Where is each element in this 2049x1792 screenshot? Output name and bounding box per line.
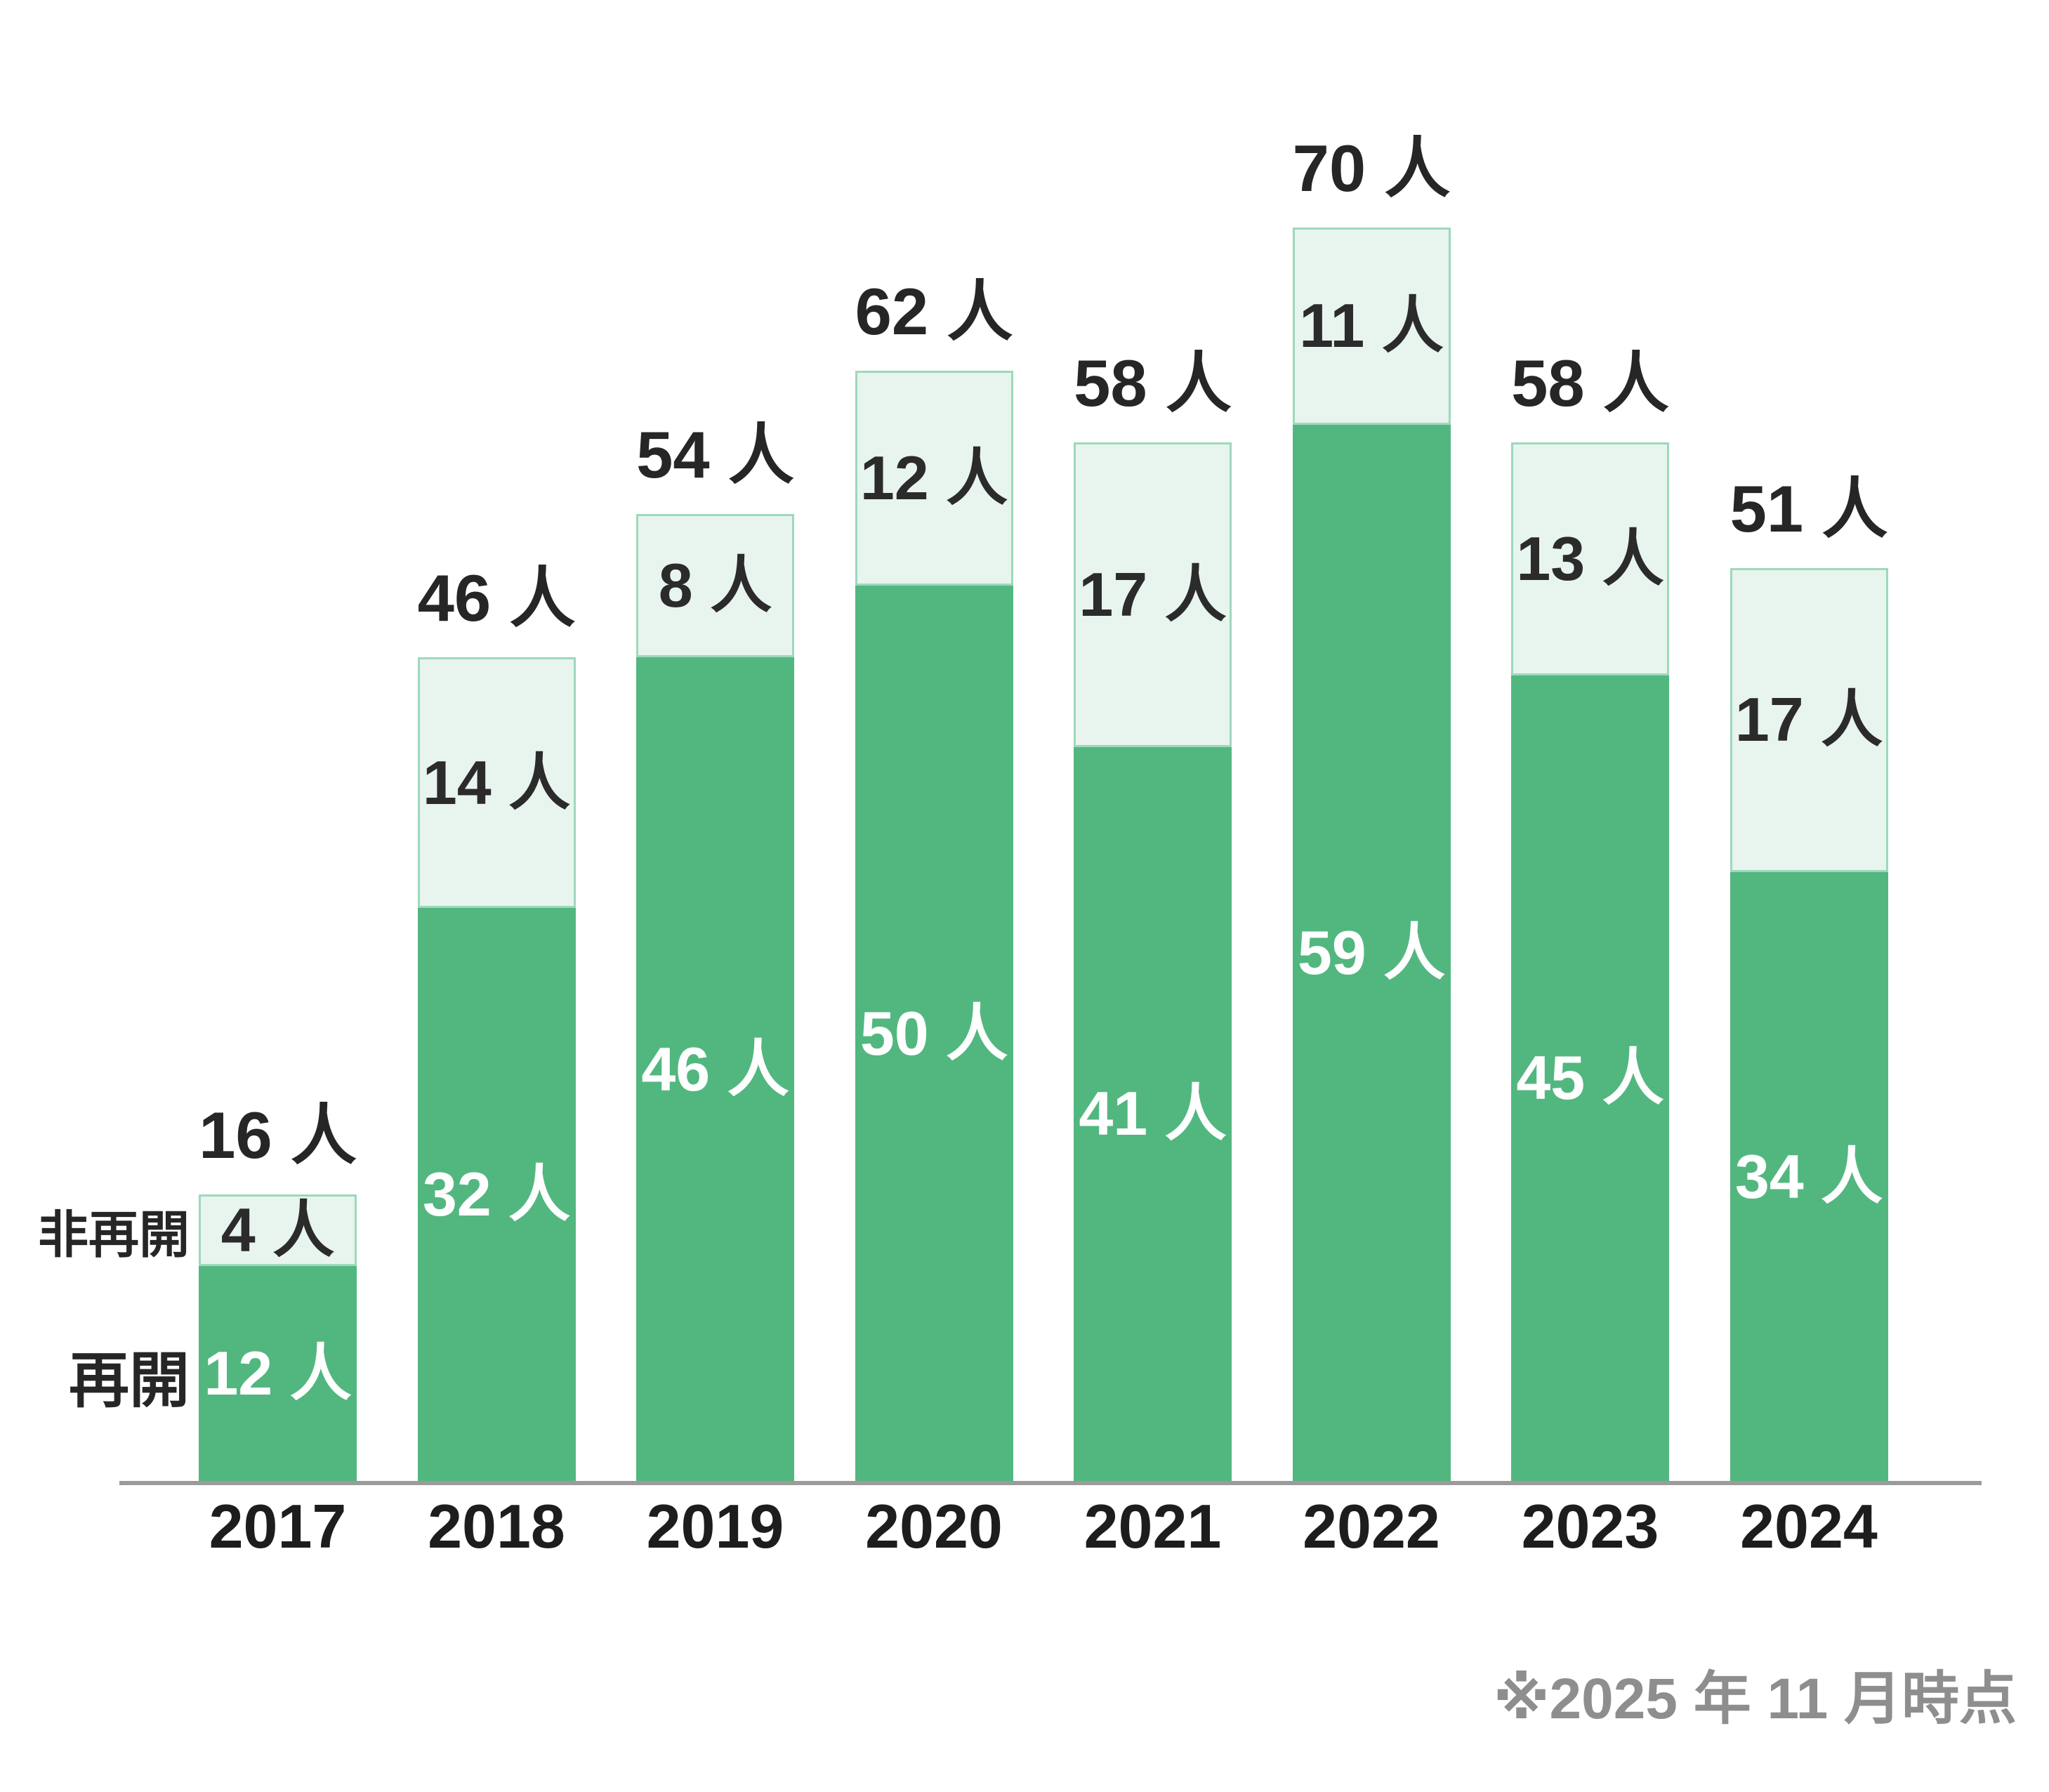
total-label-2023: 58 人 (1511, 346, 1669, 420)
total-label-2024: 51 人 (1730, 471, 1888, 546)
segment-value-label: 14 人 (422, 747, 571, 817)
total-label-2017: 16 人 (199, 1098, 357, 1172)
segment-value-label: 13 人 (1516, 523, 1664, 593)
segment-not-resumed-2023: 13 人 (1511, 442, 1669, 676)
x-tick-label-2024: 2024 (1740, 1491, 1878, 1561)
footnote: ※2025 年 11 月時点 (1493, 1667, 2017, 1731)
segment-value-label: 17 人 (1079, 559, 1227, 629)
segment-not-resumed-2020: 12 人 (855, 371, 1013, 586)
x-tick-label-2020: 2020 (865, 1491, 1003, 1561)
x-tick-label-2018: 2018 (428, 1491, 565, 1561)
segment-value-label: 46 人 (641, 1034, 789, 1104)
segment-not-resumed-2021: 17 人 (1074, 442, 1232, 747)
segment-value-label: 45 人 (1516, 1043, 1664, 1113)
segment-resumed-2019: 46 人 (636, 657, 794, 1481)
segment-value-label: 12 人 (204, 1338, 352, 1408)
segment-value-label: 34 人 (1734, 1141, 1883, 1211)
segment-resumed-2022: 59 人 (1292, 424, 1451, 1481)
segment-resumed-2021: 41 人 (1074, 746, 1232, 1481)
segment-resumed-2020: 50 人 (855, 586, 1013, 1481)
segment-resumed-2017: 12 人 (199, 1266, 357, 1481)
segment-value-label: 41 人 (1079, 1079, 1227, 1149)
segment-not-resumed-2022: 11 人 (1292, 228, 1451, 425)
segment-value-label: 8 人 (658, 551, 772, 620)
segment-not-resumed-2024: 17 人 (1730, 567, 1888, 872)
total-label-2019: 54 人 (636, 418, 794, 492)
segment-value-label: 50 人 (859, 998, 1008, 1068)
x-tick-label-2023: 2023 (1521, 1491, 1659, 1561)
segment-resumed-2024: 34 人 (1730, 872, 1888, 1481)
segment-resumed-2023: 45 人 (1511, 675, 1669, 1481)
segment-value-label: 11 人 (1299, 291, 1444, 361)
x-tick-label-2021: 2021 (1083, 1491, 1222, 1561)
segment-value-label: 59 人 (1297, 917, 1446, 987)
x-tick-label-2019: 2019 (646, 1491, 784, 1561)
legend-label-not-resumed: 非再開 (37, 1207, 190, 1264)
segment-not-resumed-2018: 14 人 (417, 657, 576, 908)
total-label-2020: 62 人 (855, 275, 1013, 348)
legend-label-resumed: 再開 (69, 1347, 190, 1415)
segment-value-label: 32 人 (422, 1159, 571, 1229)
total-label-2018: 46 人 (417, 561, 576, 635)
segment-resumed-2018: 32 人 (417, 908, 576, 1481)
segment-value-label: 17 人 (1734, 685, 1883, 755)
segment-value-label: 12 人 (859, 443, 1008, 513)
x-tick-label-2022: 2022 (1303, 1491, 1440, 1561)
segment-not-resumed-2017: 4 人 (199, 1194, 357, 1266)
x-axis-line (119, 1481, 1982, 1485)
segment-not-resumed-2019: 8 人 (636, 514, 794, 657)
segment-value-label: 4 人 (220, 1195, 335, 1265)
total-label-2022: 70 人 (1292, 131, 1451, 205)
x-tick-label-2017: 2017 (209, 1491, 347, 1561)
total-label-2021: 58 人 (1074, 346, 1232, 420)
